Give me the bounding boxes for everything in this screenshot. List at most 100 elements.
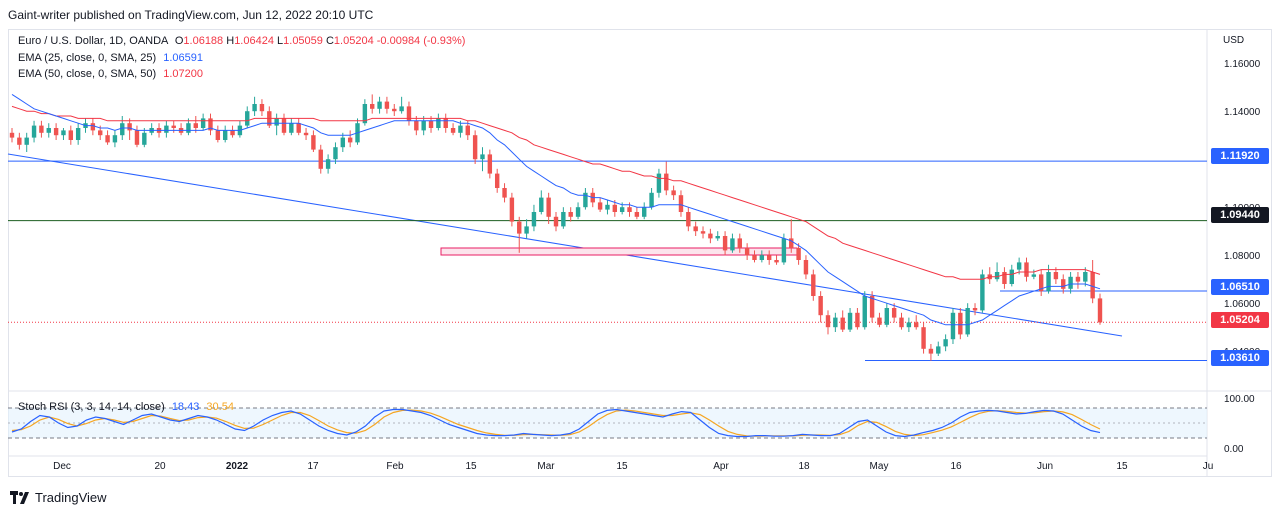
- candle-body: [17, 137, 22, 145]
- time-tick: 17: [307, 461, 319, 472]
- candle-body: [252, 104, 257, 112]
- candle-body: [781, 238, 787, 263]
- candle-body: [333, 147, 338, 160]
- candle-body: [693, 226, 698, 232]
- candle-body: [811, 274, 816, 296]
- candle-body: [171, 125, 176, 128]
- ema50-value: 1.07200: [163, 68, 203, 80]
- candle-body: [303, 132, 309, 136]
- candle-body: [222, 130, 228, 140]
- candle-body: [1097, 298, 1103, 323]
- price-tick: 1.16000: [1224, 59, 1261, 70]
- time-tick: 2022: [226, 461, 249, 472]
- candle-body: [818, 296, 823, 316]
- chart-frame: [8, 29, 1272, 477]
- candle-body: [1016, 262, 1022, 270]
- candle-body: [759, 255, 765, 260]
- ema50-line: [11, 105, 1101, 280]
- candle-body: [318, 149, 323, 169]
- candle-body: [1090, 272, 1095, 299]
- candle-body: [766, 255, 772, 260]
- legend-h-value: 1.06424: [234, 35, 274, 47]
- ema25-value: 1.06591: [163, 52, 203, 64]
- stoch-legend: Stoch RSI (3, 3, 14, 14, close) 18.43 30…: [18, 401, 234, 413]
- candle-body: [164, 125, 169, 133]
- candle-body: [370, 104, 375, 109]
- zone-rectangle[interactable]: [440, 247, 798, 256]
- candle-body: [531, 212, 537, 227]
- candle-body: [208, 118, 213, 131]
- candle-body: [325, 159, 331, 169]
- candle-body: [31, 125, 37, 138]
- stoch-tick-100: 100.00: [1224, 394, 1255, 405]
- legend-symbol: Euro / U.S. Dollar, 1D, OANDA: [18, 35, 168, 47]
- time-tick: May: [870, 461, 889, 472]
- time-tick: 16: [950, 461, 962, 472]
- candle-body: [494, 173, 500, 188]
- stoch-tick-0: 0.00: [1224, 444, 1244, 455]
- candle-body: [517, 221, 522, 234]
- time-tick: Jun: [1037, 461, 1053, 472]
- candle-body: [245, 111, 250, 126]
- candle-body: [950, 312, 956, 340]
- currency-label: USD: [1223, 35, 1244, 46]
- stoch-k-value: 18.43: [171, 401, 200, 413]
- candle-body: [664, 173, 669, 191]
- last-price-pill: 1.05204: [1211, 312, 1269, 328]
- candle-body: [972, 308, 978, 311]
- candle-body: [1038, 274, 1044, 292]
- time-tick: 15: [1116, 461, 1128, 472]
- tradingview-logo-icon: [10, 490, 29, 504]
- candle-body: [259, 104, 265, 112]
- legend-c-value: 1.05204: [333, 35, 374, 47]
- stoch-label: Stoch RSI (3, 3, 14, 14, close): [18, 401, 165, 413]
- candle-body: [61, 130, 66, 136]
- candle-body: [458, 125, 463, 133]
- candle-body: [825, 315, 831, 328]
- candle-body: [634, 212, 640, 217]
- candle-body: [1053, 272, 1059, 280]
- candle-body: [730, 238, 735, 251]
- trendline[interactable]: [7, 153, 1123, 337]
- stoch-d-value: 30.54: [206, 401, 234, 413]
- candle-body: [274, 118, 279, 126]
- candle-body: [230, 130, 235, 136]
- candle-body: [1046, 272, 1051, 292]
- candle-body: [200, 118, 206, 128]
- time-tick: Mar: [537, 461, 555, 472]
- candle-body: [583, 192, 588, 208]
- candle-body: [502, 188, 507, 198]
- candle-body: [472, 135, 478, 160]
- level-pill-1: 1.11920: [1211, 148, 1269, 164]
- candle-body: [619, 207, 625, 212]
- candle-body: [789, 238, 794, 248]
- candle-body: [936, 346, 941, 354]
- candle-body: [1031, 274, 1037, 277]
- candle-body: [744, 248, 750, 256]
- footer[interactable]: TradingView: [10, 490, 107, 505]
- candle-body: [855, 312, 860, 328]
- time-tick: 18: [798, 461, 810, 472]
- time-tick: 15: [465, 461, 477, 472]
- candle-body: [546, 197, 551, 217]
- legend-ohlc: Euro / U.S. Dollar, 1D, OANDA O1.06188 H…: [18, 35, 465, 47]
- horizontal-levels: [8, 160, 1207, 362]
- candle-body: [480, 154, 485, 160]
- candle-body: [1061, 279, 1066, 289]
- price-tick: 1.14000: [1224, 107, 1261, 118]
- candle-body: [649, 192, 654, 208]
- candle-body: [450, 128, 456, 133]
- candle-body: [1075, 276, 1081, 282]
- time-tick: Apr: [713, 461, 729, 472]
- candle-body: [1009, 269, 1014, 284]
- candle-body: [443, 118, 448, 128]
- candle-body: [891, 308, 897, 318]
- candle-body: [186, 123, 191, 133]
- candle-body: [847, 312, 853, 330]
- candle-body: [406, 106, 412, 121]
- candle-body: [377, 101, 382, 109]
- legend-l-label: L: [277, 35, 284, 47]
- legend-h-label: H: [226, 35, 235, 47]
- candle-body: [928, 348, 934, 354]
- candle-body: [362, 104, 368, 124]
